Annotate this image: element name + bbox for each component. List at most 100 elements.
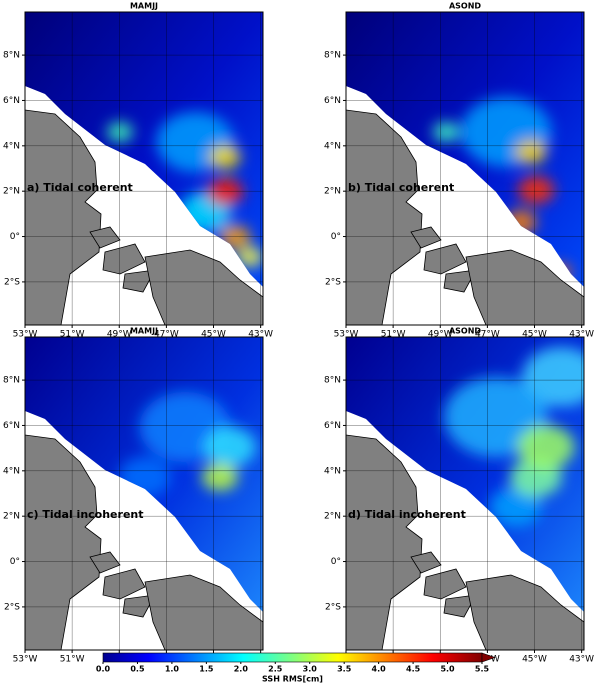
y-tick-label: 2°S [4,602,20,612]
x-tick-label: 51°W [60,330,85,340]
x-tick-label: 51°W [381,330,406,340]
map-panel: 53°W 51°W 49°W 47°W 45°W 43°W 2°S 0° 2°N 4°N 6°N 8°… [3,327,273,665]
colorbar-tick-label: 2.5 [268,665,283,674]
colorbar-tick-label: 4.5 [406,665,421,674]
ssh-feature [517,176,555,204]
colorbar-bar [102,652,483,663]
island [423,243,467,275]
land [25,109,102,325]
y-tick-label: 2°S [325,602,341,612]
x-tick-label: 45°W [522,330,547,340]
map-area [346,12,584,325]
y-tick-label: 0° [331,232,341,242]
island [122,269,156,293]
colorbar-tick-label: 3.0 [303,665,318,674]
island [122,594,156,618]
island [89,551,121,574]
y-tick-label: 0° [10,557,20,567]
y-tick-label: 8°N [324,376,341,386]
ssh-feature [209,145,241,169]
x-tick-label: 47°W [154,330,179,340]
y-tick-label: 6°N [324,96,341,106]
panel-label: b) Tidal coherent [348,181,454,194]
frame [345,11,585,326]
land [144,574,263,650]
y-tick-label: 2°S [4,277,20,287]
y-tick-label: 6°N [3,421,20,431]
map-area [25,12,263,325]
colorbar-label: SSH RMS[cm] [262,675,323,684]
map-area [346,337,584,650]
frame [24,336,264,651]
ssh-feature [515,140,547,164]
ssh-feature [206,178,244,206]
y-tick-label: 0° [331,557,341,567]
ssh-feature [522,347,584,407]
land [346,109,423,325]
y-tick-label: 8°N [3,51,20,61]
land [144,249,263,325]
y-tick-label: 4°N [324,466,341,476]
y-tick-label: 6°N [324,421,341,431]
colorbar: 0.0 0.5 1.0 1.5 2.0 2.5 3.0 3.5 4.0 4.5 5.0 5.5 SSH … [96,652,496,684]
x-tick-label: 43°W [248,330,273,340]
y-tick-label: 6°N [3,96,20,106]
map-area [25,337,263,650]
colorbar-tick-label: 5.0 [440,665,455,674]
land [465,574,584,650]
island [102,568,146,600]
map-panel: 53°W 51°W 49°W 47°W 45°W 43°W 2°S 0° 2°N 4°N 6°N 8°… [324,327,594,665]
island [410,226,442,249]
land [25,434,102,650]
ssh-feature [204,427,256,467]
ssh-feature [237,247,263,267]
frame [24,11,264,326]
y-tick-label: 2°N [324,512,341,522]
x-tick-label: 43°W [569,655,594,665]
x-tick-label: 49°W [107,330,132,340]
colorbar-tick-label: 5.5 [475,665,490,674]
panel-title: MAMJJ [130,327,158,336]
y-tick-label: 2°S [325,277,341,287]
y-tick-label: 2°N [3,187,20,197]
map-panel: 53°W 51°W 49°W 47°W 45°W 43°W 2°S 0° 2°N 4°N 6°N 8°… [3,2,273,340]
colorbar-tick-label: 4.0 [372,665,387,674]
panel-label: c) Tidal incoherent [27,508,144,521]
island [89,226,121,249]
y-tick-label: 4°N [324,141,341,151]
ssh-feature [107,122,133,142]
y-tick-label: 2°N [324,187,341,197]
land [465,249,584,325]
land [346,434,423,650]
island [423,568,467,600]
panel-title: ASOND [449,327,481,336]
island [443,269,477,293]
frame [345,336,585,651]
ssh-feature [517,425,575,469]
map-panel: 53°W 51°W 49°W 47°W 45°W 43°W 2°S 0° 2°N 4°N 6°N 8°… [324,2,594,340]
panel-title: ASOND [449,2,481,11]
ocean-features [444,347,584,527]
colorbar-tick-label: 1.0 [165,665,180,674]
panel-title: MAMJJ [130,2,158,11]
colorbar-extend [481,652,496,663]
ssh-feature [201,463,239,491]
colorbar-tick-label: 2.0 [234,665,249,674]
ocean-features [119,392,256,497]
y-tick-label: 8°N [324,51,341,61]
y-tick-label: 0° [10,232,20,242]
x-tick-label: 53°W [13,655,38,665]
x-tick-label: 43°W [569,330,594,340]
y-tick-label: 2°N [3,512,20,522]
ssh-feature [490,487,542,527]
x-tick-label: 45°W [201,330,226,340]
panel-label: d) Tidal incoherent [348,508,466,521]
x-tick-label: 53°W [13,330,38,340]
y-tick-label: 8°N [3,376,20,386]
island [410,551,442,574]
colorbar-tick-label: 0.0 [96,665,111,674]
colorbar-tick-label: 0.5 [130,665,145,674]
y-tick-label: 4°N [3,141,20,151]
island [102,243,146,275]
